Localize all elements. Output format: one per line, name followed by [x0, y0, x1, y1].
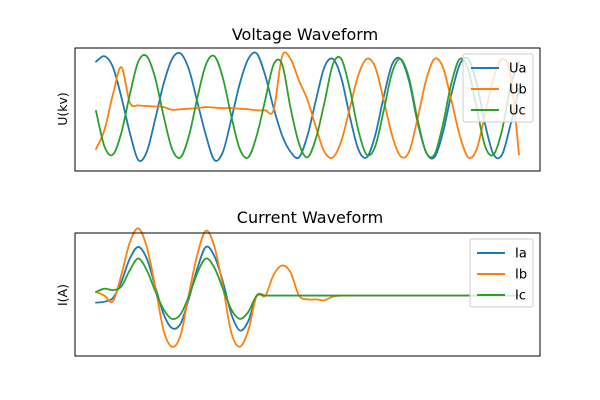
- voltage-series-ua-line: [95, 51, 520, 162]
- current-series-ib-line: [95, 227, 520, 348]
- current-series-ic-line: [95, 257, 520, 320]
- current-chart-title: Current Waveform: [237, 208, 383, 227]
- voltage-legend-label-ua: Ua: [509, 62, 526, 77]
- voltage-axes-frame: [74, 47, 541, 172]
- voltage-legend-label-uc: Uc: [509, 104, 526, 119]
- voltage-subplot: Voltage Waveform U(kv) Ua Ub Uc: [55, 25, 541, 172]
- voltage-legend: Ua Ub Uc: [462, 53, 534, 123]
- current-legend-label-ib: Ib: [515, 268, 527, 283]
- current-legend-label-ia: Ia: [515, 247, 527, 262]
- voltage-series-uc-line: [95, 54, 520, 159]
- current-series-lines: [95, 227, 520, 348]
- current-legend-label-ic: Ic: [515, 289, 526, 304]
- current-subplot: Current Waveform I(A) Ia Ib Ic: [55, 208, 541, 357]
- voltage-y-axis-label: U(kv): [55, 92, 70, 126]
- current-legend: Ia Ib Ic: [469, 238, 534, 308]
- current-y-axis-label: I(A): [55, 284, 70, 306]
- voltage-chart-title: Voltage Waveform: [232, 25, 378, 44]
- voltage-legend-label-ub: Ub: [509, 83, 527, 98]
- current-series-ia-line: [95, 245, 520, 332]
- current-axes-frame: [74, 232, 541, 357]
- voltage-series-lines: [95, 51, 520, 162]
